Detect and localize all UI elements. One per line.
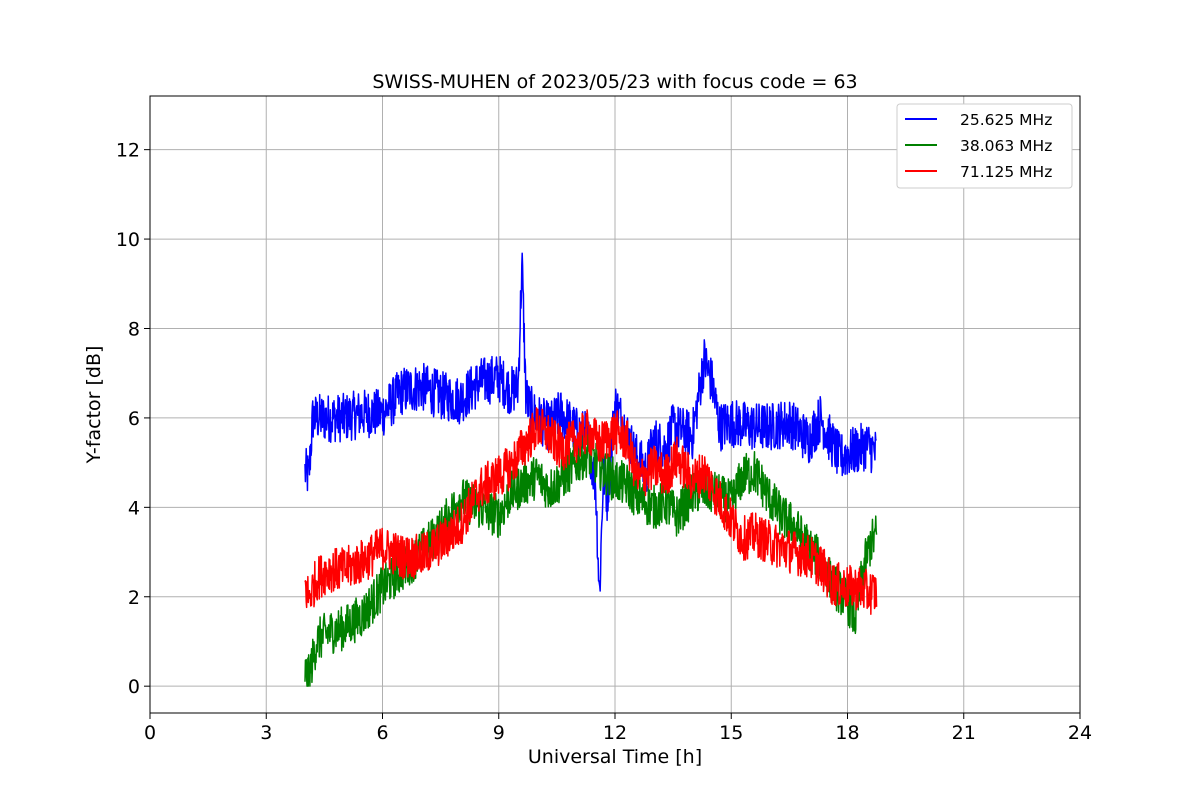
y-tick-label: 0 — [128, 676, 140, 698]
x-tick-label: 6 — [376, 722, 388, 744]
series-line-3 — [304, 407, 878, 616]
legend-box — [896, 103, 1073, 189]
x-tick-label: 18 — [835, 722, 859, 744]
y-tick-label: 8 — [128, 318, 140, 340]
legend-label: 38.063 MHz — [960, 137, 1052, 155]
x-tick-label: 15 — [719, 722, 743, 744]
legend-label: 71.125 MHz — [960, 163, 1052, 181]
x-axis-label: Universal Time [h] — [528, 746, 702, 768]
x-tick-label: 9 — [493, 722, 505, 744]
series-lines — [304, 252, 878, 687]
y-tick-label: 6 — [128, 408, 140, 430]
y-tick-label: 12 — [116, 140, 140, 162]
y-tick-label: 2 — [128, 587, 140, 609]
y-tick-label: 10 — [116, 229, 140, 251]
x-tick-label: 3 — [260, 722, 272, 744]
legend-label: 25.625 MHz — [960, 111, 1052, 129]
x-tick-label: 0 — [144, 722, 156, 744]
x-tick-label: 21 — [952, 722, 976, 744]
x-tick-label: 12 — [603, 722, 627, 744]
chart-title: SWISS-MUHEN of 2023/05/23 with focus cod… — [372, 71, 857, 93]
x-tick-label: 24 — [1068, 722, 1092, 744]
y-tick-label: 4 — [128, 497, 140, 519]
series-line-1 — [304, 252, 877, 592]
y-axis-label: Y-factor [dB] — [83, 346, 105, 465]
legend: 25.625 MHz 38.063 MHz 71.125 MHz — [896, 103, 1073, 189]
